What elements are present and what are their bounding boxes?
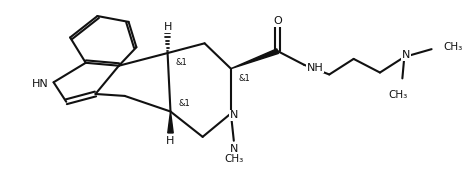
Text: CH₃: CH₃ xyxy=(389,90,408,100)
Text: &1: &1 xyxy=(238,74,250,83)
Text: HN: HN xyxy=(32,79,49,89)
Text: CH₃: CH₃ xyxy=(443,42,463,52)
Text: CH₃: CH₃ xyxy=(224,154,244,164)
Text: N: N xyxy=(230,144,238,153)
Polygon shape xyxy=(168,112,173,133)
Text: NH: NH xyxy=(307,63,324,73)
Text: H: H xyxy=(166,136,175,146)
Text: N: N xyxy=(402,50,410,60)
Text: &1: &1 xyxy=(178,99,190,108)
Text: &1: &1 xyxy=(175,58,187,67)
Text: H: H xyxy=(163,22,172,32)
Text: N: N xyxy=(230,110,238,120)
Polygon shape xyxy=(231,49,279,69)
Text: O: O xyxy=(273,16,282,26)
